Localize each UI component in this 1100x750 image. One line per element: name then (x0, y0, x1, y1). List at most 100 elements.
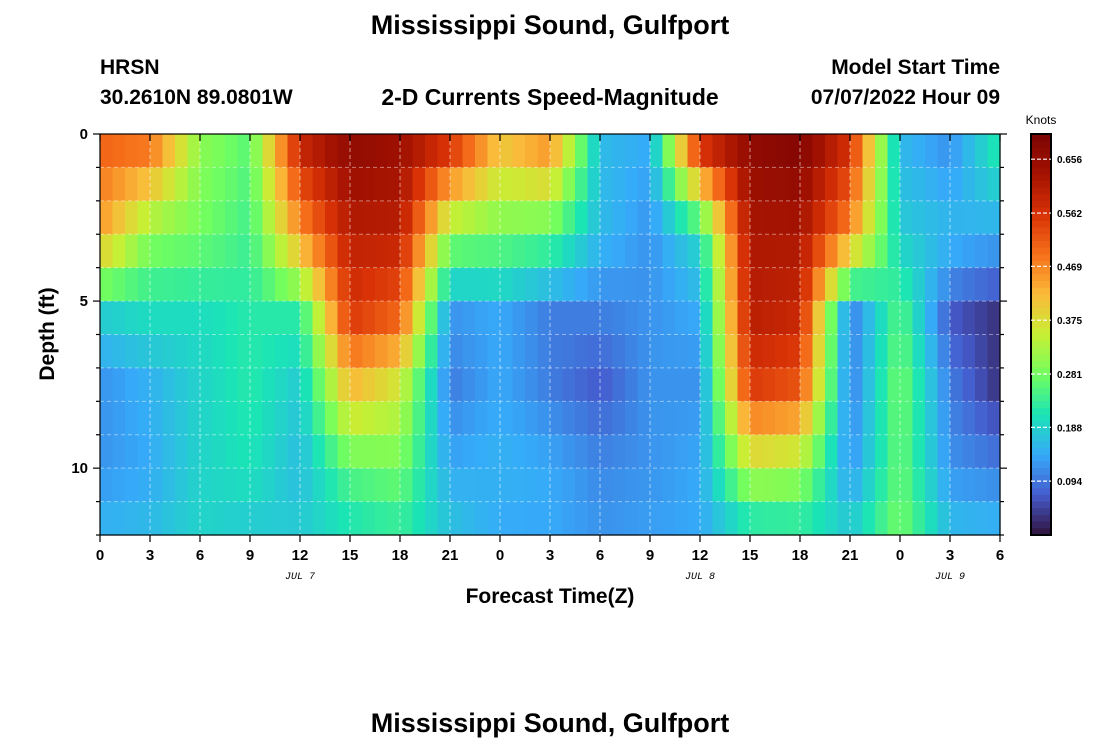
heatmap-cell (625, 200, 639, 235)
heatmap-cell (725, 401, 739, 436)
heatmap-cell (625, 301, 639, 336)
colorbar-swatch (1031, 488, 1051, 496)
colorbar-swatch (1031, 461, 1051, 469)
heatmap-cell (650, 134, 664, 169)
heatmap-cell (187, 167, 201, 202)
heatmap-cell (487, 234, 501, 269)
heatmap-cell (575, 167, 589, 202)
heatmap-cell (275, 234, 289, 269)
heatmap-cell (762, 501, 776, 536)
heatmap-cell (525, 267, 539, 302)
heatmap-cell (437, 334, 451, 369)
heatmap-cell (125, 167, 139, 202)
heatmap-cell (525, 401, 539, 436)
x-tick-label: 15 (342, 547, 359, 564)
heatmap-cell (462, 134, 476, 169)
heatmap-cell (350, 234, 364, 269)
colorbar-swatch (1031, 160, 1051, 169)
heatmap-cell (750, 134, 764, 169)
heatmap-cell (800, 167, 814, 202)
heatmap-cell (862, 200, 876, 235)
heatmap-cell (400, 200, 414, 235)
heatmap-cell (462, 501, 476, 536)
heatmap-cell (337, 267, 351, 302)
heatmap-cell (412, 301, 426, 336)
heatmap-cell (325, 468, 339, 503)
heatmap-cell (837, 367, 851, 402)
heatmap-cell (300, 167, 314, 202)
heatmap-cell (850, 167, 864, 202)
heatmap-cell (175, 301, 189, 336)
heatmap-cell (737, 367, 751, 402)
heatmap-cell (450, 234, 464, 269)
heatmap-cell (925, 334, 939, 369)
heatmap-cell (275, 468, 289, 503)
heatmap-cell (812, 134, 826, 169)
heatmap-cell (212, 301, 226, 336)
colorbar-swatch (1031, 508, 1051, 516)
heatmap-cell (987, 367, 1001, 402)
colorbar-swatch (1031, 441, 1051, 449)
heatmap-cell (750, 267, 764, 302)
heatmap-cell (100, 134, 114, 169)
heatmap-cell (687, 367, 701, 402)
heatmap-cell (237, 301, 251, 336)
heatmap-cell (212, 267, 226, 302)
heatmap-cell (950, 167, 964, 202)
colorbar-swatch (1031, 468, 1051, 476)
heatmap-cell (100, 267, 114, 302)
colorbar: 0.094 0.188 0.281 0.375 0.469 0.562 0.656 Knots (1026, 113, 1082, 536)
heatmap-cell (837, 434, 851, 469)
heatmap-cell (312, 234, 326, 269)
heatmap-cell (562, 401, 576, 436)
heatmap-cell (850, 134, 864, 169)
heatmap-cell (400, 334, 414, 369)
colorbar-swatch (1031, 267, 1051, 275)
colorbar-tick-label: 0.562 (1057, 209, 1082, 220)
x-tick-label: 21 (842, 547, 859, 564)
heatmap-cell (437, 367, 451, 402)
heatmap-cell (825, 334, 839, 369)
heatmap-cell (987, 401, 1001, 436)
heatmap-cell (187, 301, 201, 336)
heatmap-cell (487, 301, 501, 336)
heatmap-cell (287, 134, 301, 169)
heatmap-cell (662, 267, 676, 302)
heatmap-cell (912, 301, 926, 336)
heatmap-cell (587, 334, 601, 369)
heatmap-cell (700, 468, 714, 503)
heatmap-cell (187, 367, 201, 402)
colorbar-swatch (1031, 327, 1051, 336)
heatmap-cell (187, 334, 201, 369)
heatmap-cell (275, 367, 289, 402)
heatmap-cell (325, 401, 339, 436)
heatmap-cell (787, 434, 801, 469)
x-tick-label: 9 (246, 547, 254, 564)
heatmap-cell (712, 200, 726, 235)
heatmap-cell (262, 468, 276, 503)
colorbar-swatch (1031, 448, 1051, 456)
heatmap-cell (250, 334, 264, 369)
heatmap-cell (937, 167, 951, 202)
heatmap-cell (350, 434, 364, 469)
heatmap-cell (662, 334, 676, 369)
heatmap-cell (887, 167, 901, 202)
heatmap-cell (237, 434, 251, 469)
heatmap-cell (887, 134, 901, 169)
model-start-label: Model Start Time (831, 56, 1000, 79)
heatmap-cell (500, 367, 514, 402)
heatmap-cell (762, 267, 776, 302)
heatmap-cell (600, 401, 614, 436)
heatmap-cell (462, 200, 476, 235)
colorbar-swatch (1031, 481, 1051, 489)
heatmap-cell (700, 401, 714, 436)
heatmap-cell (262, 501, 276, 536)
heatmap-cell (887, 200, 901, 235)
heatmap-cell (150, 301, 164, 336)
heatmap-cell (100, 234, 114, 269)
heatmap-cell (275, 134, 289, 169)
heatmap-cell (937, 301, 951, 336)
heatmap-cell (662, 167, 676, 202)
heatmap-cell (775, 334, 789, 369)
heatmap-cell (100, 367, 114, 402)
